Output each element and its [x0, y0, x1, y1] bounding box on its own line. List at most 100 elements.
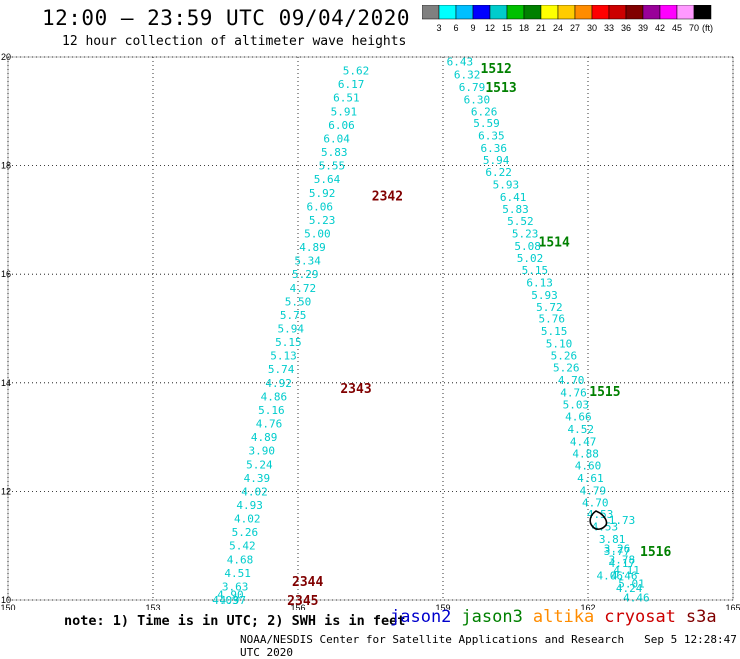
wave-height-value: 5.59: [473, 117, 500, 130]
wave-height-value: 5.50: [285, 295, 312, 308]
legend-jason3: jason3: [461, 607, 523, 627]
scale-swatch: [438, 5, 457, 20]
wave-height-value: 5.55: [319, 160, 346, 173]
wave-height-value: 5.26: [551, 350, 578, 363]
wave-height-value: 4.70: [558, 374, 585, 387]
scale-swatch: [540, 5, 559, 20]
scale-label: 27: [570, 23, 580, 33]
wave-height-value: 5.23: [309, 214, 336, 227]
wave-height-value: 4.39: [244, 472, 271, 485]
wave-height-value: 4.66: [565, 410, 592, 423]
scale-label: 30: [587, 23, 597, 33]
wave-height-value: 5.15: [275, 336, 302, 349]
legend-cryosat: cryosat: [604, 607, 676, 627]
wave-height-value: 5.01: [618, 578, 645, 591]
wave-height-value: 5.26: [553, 362, 580, 375]
wave-height-value: 6.06: [328, 119, 355, 132]
wave-height-value: 5.76: [539, 313, 566, 326]
scale-swatch: [591, 5, 610, 20]
wave-height-value: 5.93: [493, 179, 520, 192]
wave-height-value: 5.08: [514, 240, 541, 253]
pass-label: 1516: [640, 545, 671, 560]
scale-swatch: [676, 5, 695, 20]
wave-height-value: 4.88: [572, 447, 599, 460]
wave-height-value: 3.78: [609, 553, 636, 566]
wave-height-value: 4.97: [220, 594, 247, 607]
wave-height-value: 4.24: [616, 582, 643, 595]
scale-label: 15: [502, 23, 512, 33]
footer: NOAA/NESDIS Center for Satellite Applica…: [240, 633, 740, 659]
pass-label: 1515: [589, 385, 620, 400]
pass-label: 1513: [485, 81, 516, 96]
wave-height-value: 6.41: [500, 191, 527, 204]
scale-label: 45: [672, 23, 682, 33]
wave-height-value: 4.92: [265, 377, 292, 390]
x-tick-label: 162: [580, 603, 595, 610]
wave-height-value: 4.72: [290, 282, 317, 295]
pass-label: 2342: [372, 189, 403, 204]
wave-height-value: 4.79: [580, 484, 607, 497]
scale-label: 70: [689, 23, 699, 33]
scale-swatch: [659, 5, 678, 20]
y-tick-label: 10: [1, 595, 11, 605]
legend-s3a: s3a: [685, 607, 717, 627]
scale-swatch: [489, 5, 508, 20]
pass-label: 1512: [481, 62, 512, 77]
scale-swatch: [506, 5, 525, 20]
y-tick-label: 18: [1, 161, 11, 171]
wave-height-value: 4.70: [582, 496, 609, 509]
footer-credit: NOAA/NESDIS Center for Satellite Applica…: [240, 633, 625, 646]
scale-label: 6: [453, 23, 458, 33]
scale-swatch: [455, 5, 474, 20]
wave-height-value: 5.15: [522, 264, 549, 277]
wave-height-value: 5.29: [292, 268, 319, 281]
wave-height-value: 4.03: [212, 594, 239, 607]
wave-height-value: 4.53: [587, 508, 614, 521]
y-tick-label: 16: [1, 269, 11, 279]
scale-label: 21: [536, 23, 546, 33]
wave-height-value: 6.17: [338, 78, 365, 91]
wave-height-value: 6.13: [526, 276, 553, 289]
wave-height-value: 6.36: [481, 142, 508, 155]
wave-height-value: 6.43: [447, 55, 474, 68]
scale-swatch: [608, 5, 627, 20]
pass-label: 2343: [340, 382, 371, 397]
map-title: 12:00 — 23:59 UTC 09/04/2020: [42, 6, 411, 30]
wave-height-value: 4.61: [577, 472, 604, 485]
wave-height-value: 5.34: [294, 255, 321, 268]
x-tick-label: 165: [725, 603, 740, 610]
wave-height-value: 5.72: [536, 301, 563, 314]
note-text: note: 1) Time is in UTC; 2) SWH is in fe…: [64, 613, 406, 629]
wave-height-value: 4.51: [224, 567, 251, 580]
legend-jason2: jason2: [390, 607, 452, 627]
wave-height-value: 5.00: [304, 227, 331, 240]
scale-swatch: [557, 5, 576, 20]
wave-height-value: 5.23: [512, 227, 539, 240]
wave-height-value: 4.06: [597, 570, 624, 583]
scale-label: 39: [638, 23, 648, 33]
pass-label: 2344: [292, 575, 323, 590]
wave-height-value: 5.24: [246, 458, 273, 471]
x-tick-label: 156: [290, 603, 305, 610]
wave-height-value: 3.63: [222, 580, 249, 593]
scale-label: 24: [553, 23, 563, 33]
wave-height-value: 5.26: [232, 526, 259, 539]
map-frame: [7, 56, 734, 601]
wave-height-value: 5.10: [546, 338, 573, 351]
x-tick-label: 159: [435, 603, 450, 610]
wave-height-value: 5.83: [502, 203, 529, 216]
altimeter-track-map: 150 153 156 159 162 1651012141618205.626.176.…: [0, 52, 740, 610]
y-tick-label: 14: [1, 378, 11, 388]
wave-height-value: 5.92: [309, 187, 336, 200]
wave-height-value: 4.11: [613, 564, 640, 577]
island-outline: [589, 510, 608, 530]
pass-label: 1514: [539, 236, 570, 251]
wave-height-value: 5.42: [229, 540, 256, 553]
wave-height-value: 3.77: [604, 545, 631, 558]
wave-height-value: 4.60: [575, 459, 602, 472]
wave-height-value: 5.64: [314, 173, 341, 186]
scale-swatch: [625, 5, 644, 20]
scale-swatch: [422, 5, 440, 20]
wave-height-value: 4.93: [236, 499, 263, 512]
wave-height-color-scale: 3 6 9 12 15 18 21 24 27 30 33 36 39 42 45 70 (ft): [422, 5, 713, 33]
